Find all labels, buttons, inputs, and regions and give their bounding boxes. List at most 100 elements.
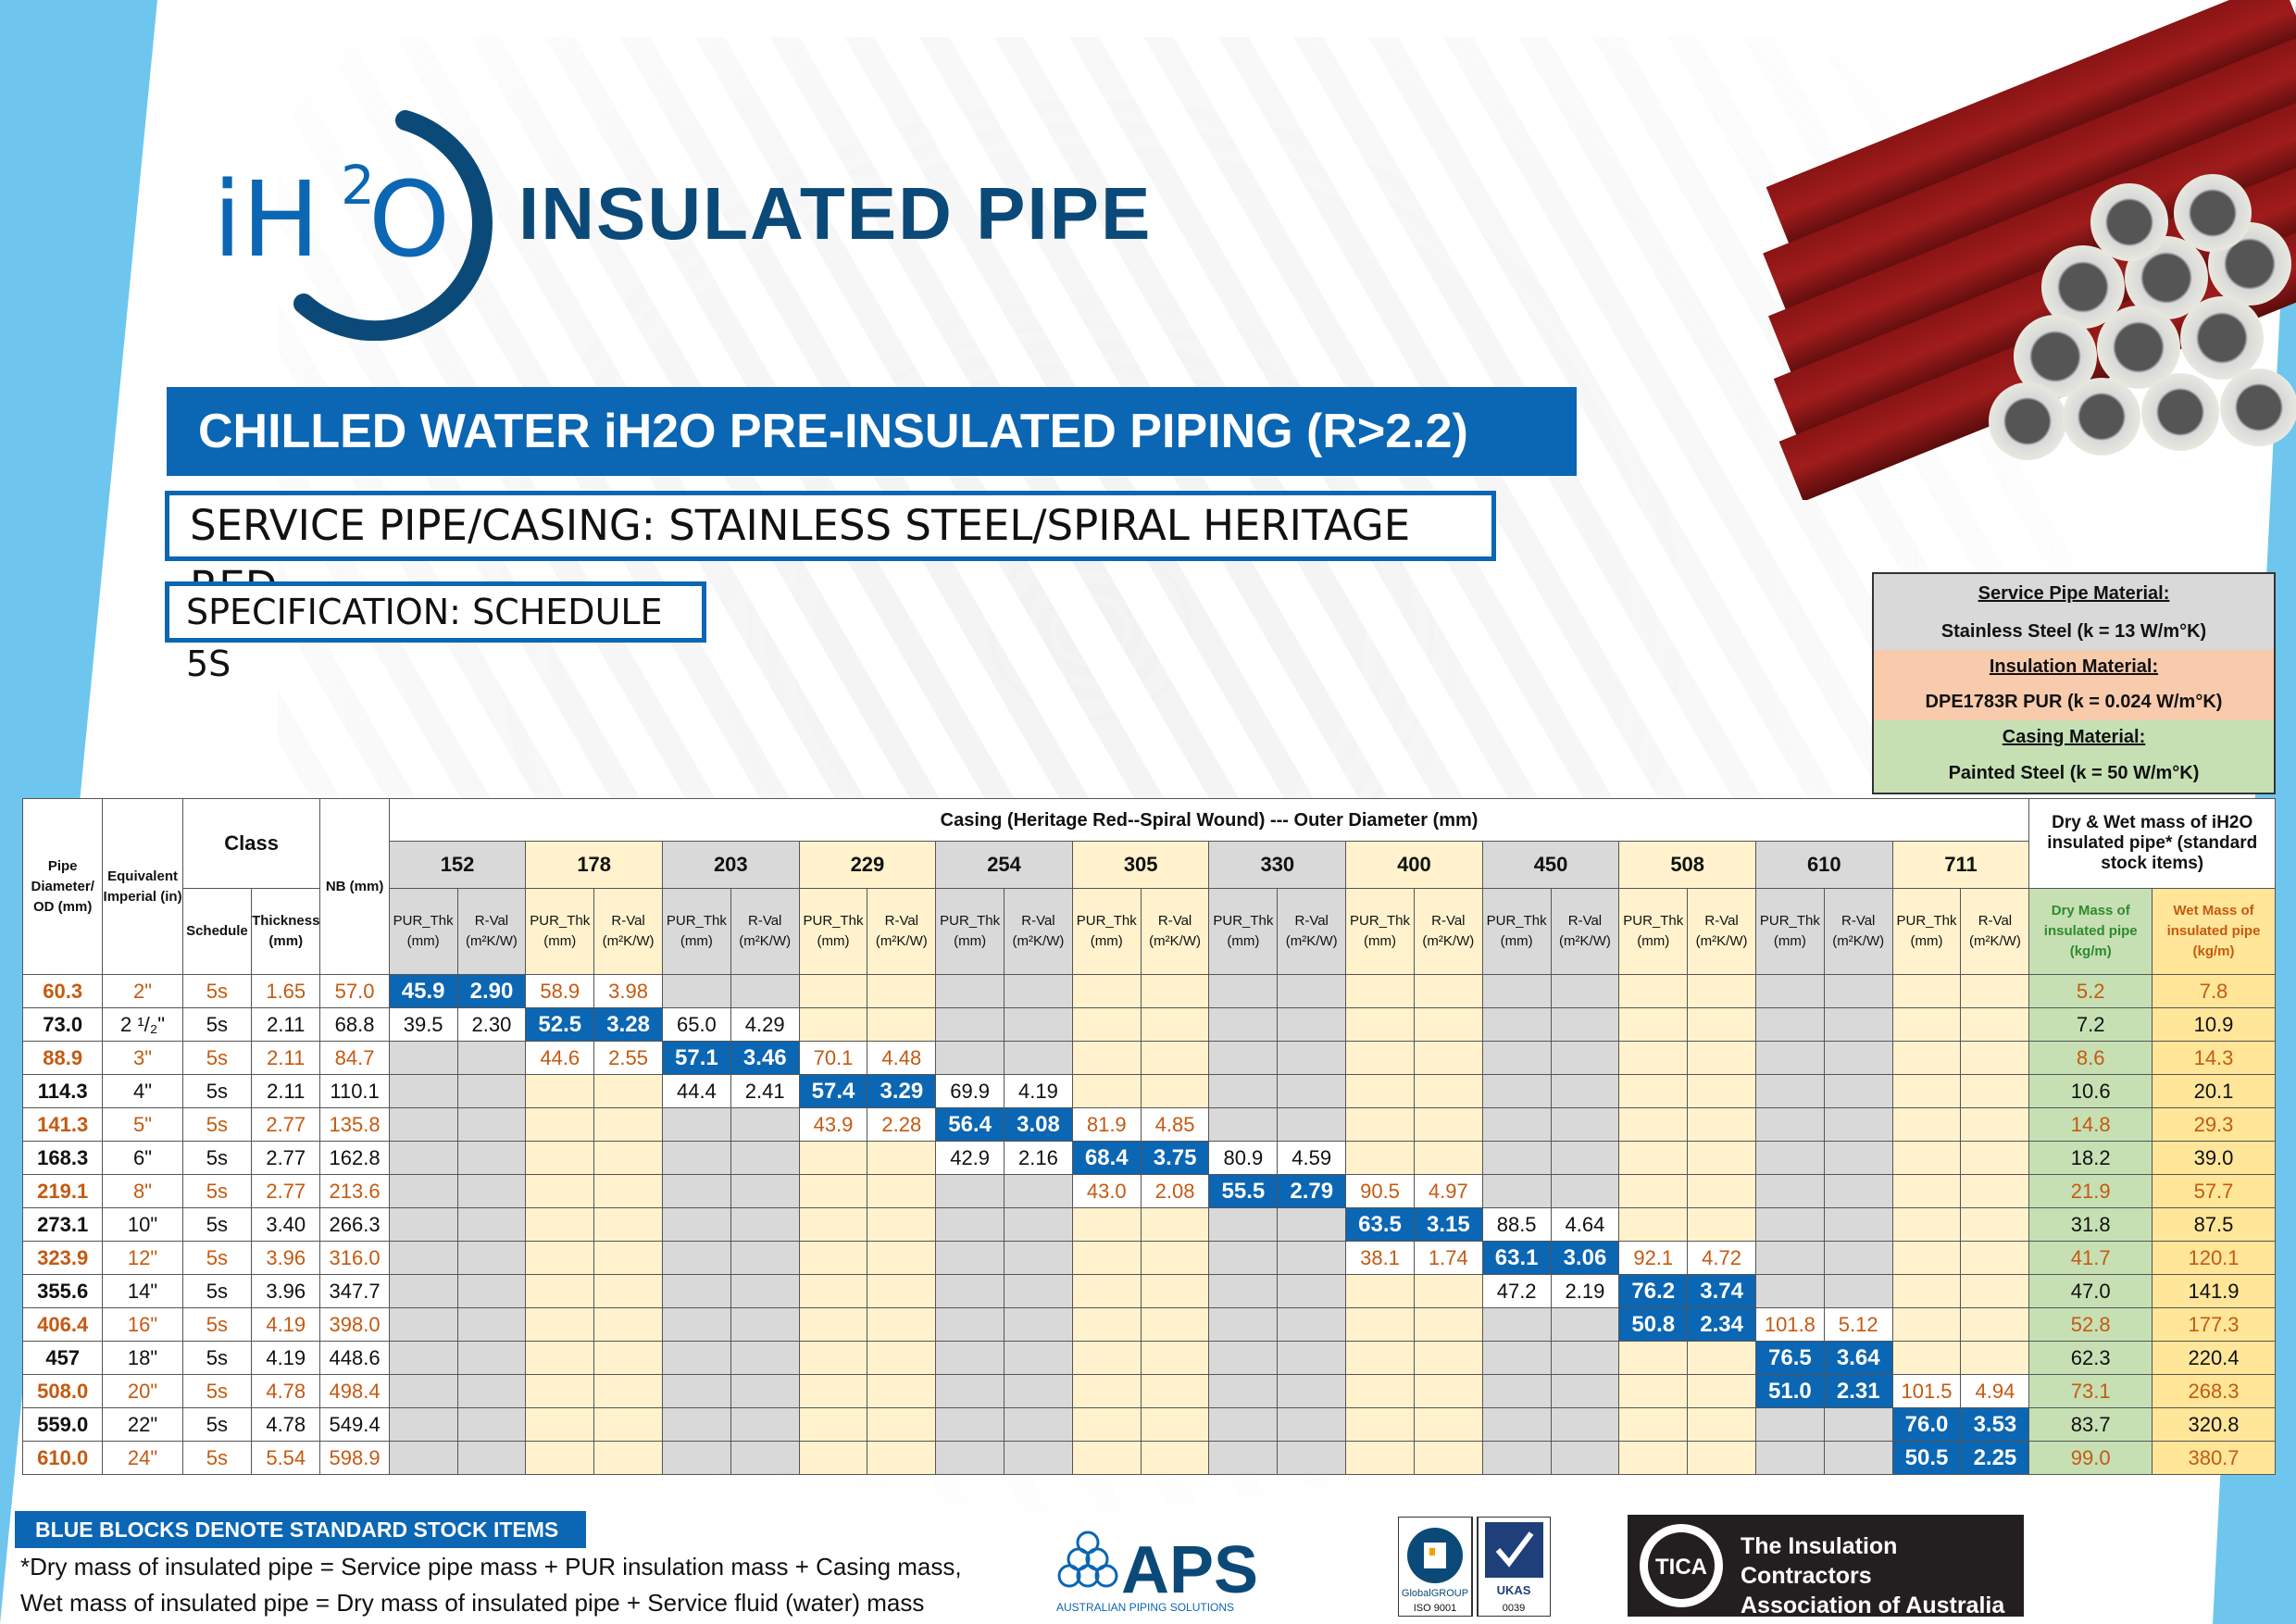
header-r-val: R-Val (m²K/W): [867, 888, 937, 975]
pur-thk-cell: [1754, 1207, 1825, 1242]
header-casing-od: 254: [935, 841, 1073, 889]
r-val-cell: [730, 1407, 800, 1442]
header-pur-thk: PUR_Thk (mm): [1208, 888, 1279, 975]
imperial-cell: 4": [102, 1074, 183, 1108]
schedule-cell: 5s: [181, 1441, 253, 1475]
pur-thk-cell: [1208, 974, 1279, 1008]
pur-thk-cell: [798, 1441, 868, 1475]
nb-cell: 57.0: [319, 974, 390, 1008]
r-val-cell: [593, 1341, 663, 1375]
pipe-bundle-illustration: [1763, 0, 2296, 500]
pur-thk-cell: 42.9: [935, 1141, 1005, 1175]
pipe-od-cell: 406.4: [21, 1307, 104, 1342]
schedule-cell: 5s: [181, 974, 253, 1008]
thickness-cell: 4.78: [251, 1374, 321, 1408]
iso-ukas-logos: GlobalGROUP ISO 9001 UKAS 0039: [1398, 1517, 1551, 1617]
pur-thk-cell: [1754, 1241, 1825, 1275]
header-pur-thk: PUR_Thk (mm): [1618, 888, 1689, 975]
pur-thk-cell: 76.0: [1891, 1407, 1962, 1442]
pur-thk-cell: [1891, 1041, 1962, 1075]
r-val-cell: [1413, 1041, 1483, 1075]
pur-thk-cell: [1481, 1374, 1552, 1408]
r-val-cell: 2.79: [1277, 1174, 1347, 1208]
pur-thk-cell: [935, 1207, 1005, 1242]
r-val-cell: [1687, 1041, 1756, 1075]
pur-thk-cell: [525, 1341, 595, 1375]
r-val-cell: [1413, 1274, 1483, 1308]
table-row: 273.1 10" 5s 3.40 266.3 63.5 3.15 88.5 4.64 31.8 8…: [21, 1207, 2276, 1242]
wet-mass-note: Wet mass of insulated pipe = Dry mass of…: [20, 1589, 925, 1617]
r-val-cell: [730, 1274, 800, 1308]
dry-mass-note: *Dry mass of insulated pipe = Service pi…: [20, 1553, 962, 1580]
pur-thk-cell: [525, 1141, 595, 1175]
pipe-spec-table: Pipe Diameter/ OD (mm) Equivalent Imperia…: [21, 798, 2276, 1475]
r-val-cell: 5.12: [1823, 1307, 1893, 1342]
r-val-cell: [1004, 1207, 1073, 1242]
r-val-cell: [1960, 1174, 2030, 1208]
pipe-od-cell: 508.0: [21, 1374, 104, 1408]
header-casing-od: 508: [1618, 841, 1756, 889]
r-val-cell: [1687, 1074, 1756, 1108]
r-val-cell: [1004, 974, 1073, 1008]
r-val-cell: [1687, 1174, 1756, 1208]
pur-thk-cell: [1071, 974, 1142, 1008]
pur-thk-cell: [388, 1074, 458, 1108]
r-val-cell: [1687, 974, 1756, 1008]
pur-thk-cell: 92.1: [1618, 1241, 1689, 1275]
logo-ih-text: iH: [213, 160, 319, 281]
r-val-cell: [1004, 1041, 1073, 1075]
pur-thk-cell: [1345, 1141, 1415, 1175]
pur-thk-cell: [661, 974, 731, 1008]
pur-thk-cell: 50.5: [1891, 1441, 1962, 1475]
pur-thk-cell: [1208, 1207, 1279, 1242]
wet-mass-cell: 14.3: [2152, 1041, 2276, 1075]
r-val-cell: [1277, 1041, 1347, 1075]
r-val-cell: [1140, 1407, 1210, 1442]
r-val-cell: 3.74: [1687, 1274, 1756, 1308]
insulation-material-value: DPE1783R PUR (k = 0.024 W/m°K): [1874, 683, 2274, 720]
r-val-cell: [1413, 1307, 1483, 1342]
r-val-cell: [730, 1207, 800, 1242]
pur-thk-cell: [1208, 1407, 1279, 1442]
r-val-cell: [1140, 1074, 1210, 1108]
pur-thk-cell: [1891, 1007, 1962, 1042]
r-val-cell: [1550, 1074, 1620, 1108]
pur-thk-cell: [1618, 1041, 1689, 1075]
r-val-cell: [456, 1041, 527, 1075]
wet-mass-cell: 87.5: [2152, 1207, 2276, 1242]
r-val-cell: 4.94: [1960, 1374, 2030, 1408]
pur-thk-cell: [1208, 1307, 1279, 1342]
r-val-cell: [1550, 1341, 1620, 1375]
pur-thk-cell: [1754, 1407, 1825, 1442]
imperial-cell: 12": [102, 1241, 183, 1275]
pur-thk-cell: [661, 1141, 731, 1175]
pur-thk-cell: [935, 1274, 1005, 1308]
thickness-cell: 2.77: [251, 1174, 321, 1208]
r-val-cell: [730, 1341, 800, 1375]
r-val-cell: [867, 1241, 937, 1275]
r-val-cell: [1413, 1107, 1483, 1142]
header-casing-title: Casing (Heritage Red--Spiral Wound) --- …: [388, 798, 2030, 842]
header-pur-thk: PUR_Thk (mm): [1345, 888, 1415, 975]
pur-thk-cell: [388, 1274, 458, 1308]
pipe-od-cell: 323.9: [21, 1241, 104, 1275]
globalgroup-text: GlobalGROUP: [1402, 1588, 1468, 1599]
wet-mass-cell: 220.4: [2152, 1341, 2276, 1375]
r-val-cell: [1823, 1441, 1893, 1475]
ih2o-logo: iH 2 O: [213, 110, 493, 341]
header-r-val: R-Val (m²K/W): [1140, 888, 1210, 975]
r-val-cell: [1004, 1341, 1073, 1375]
pur-thk-cell: [1071, 1274, 1142, 1308]
pur-thk-cell: [661, 1441, 731, 1475]
table-row: 141.3 5" 5s 2.77 135.8 43.9 2.28 56.4 3.08 81.9 4.…: [21, 1107, 2276, 1142]
r-val-cell: [1960, 1007, 2030, 1042]
r-val-cell: 2.55: [593, 1041, 663, 1075]
pur-thk-cell: [1208, 1441, 1279, 1475]
pur-thk-cell: [661, 1174, 731, 1208]
header-r-val: R-Val (m²K/W): [1960, 888, 2030, 975]
r-val-cell: 4.29: [730, 1007, 800, 1042]
thickness-cell: 5.54: [251, 1441, 321, 1475]
pur-thk-cell: [525, 1374, 595, 1408]
header-mass-title: Dry & Wet mass of iH2O insulated pipe* (…: [2028, 798, 2276, 889]
header-pur-thk: PUR_Thk (mm): [525, 888, 595, 975]
